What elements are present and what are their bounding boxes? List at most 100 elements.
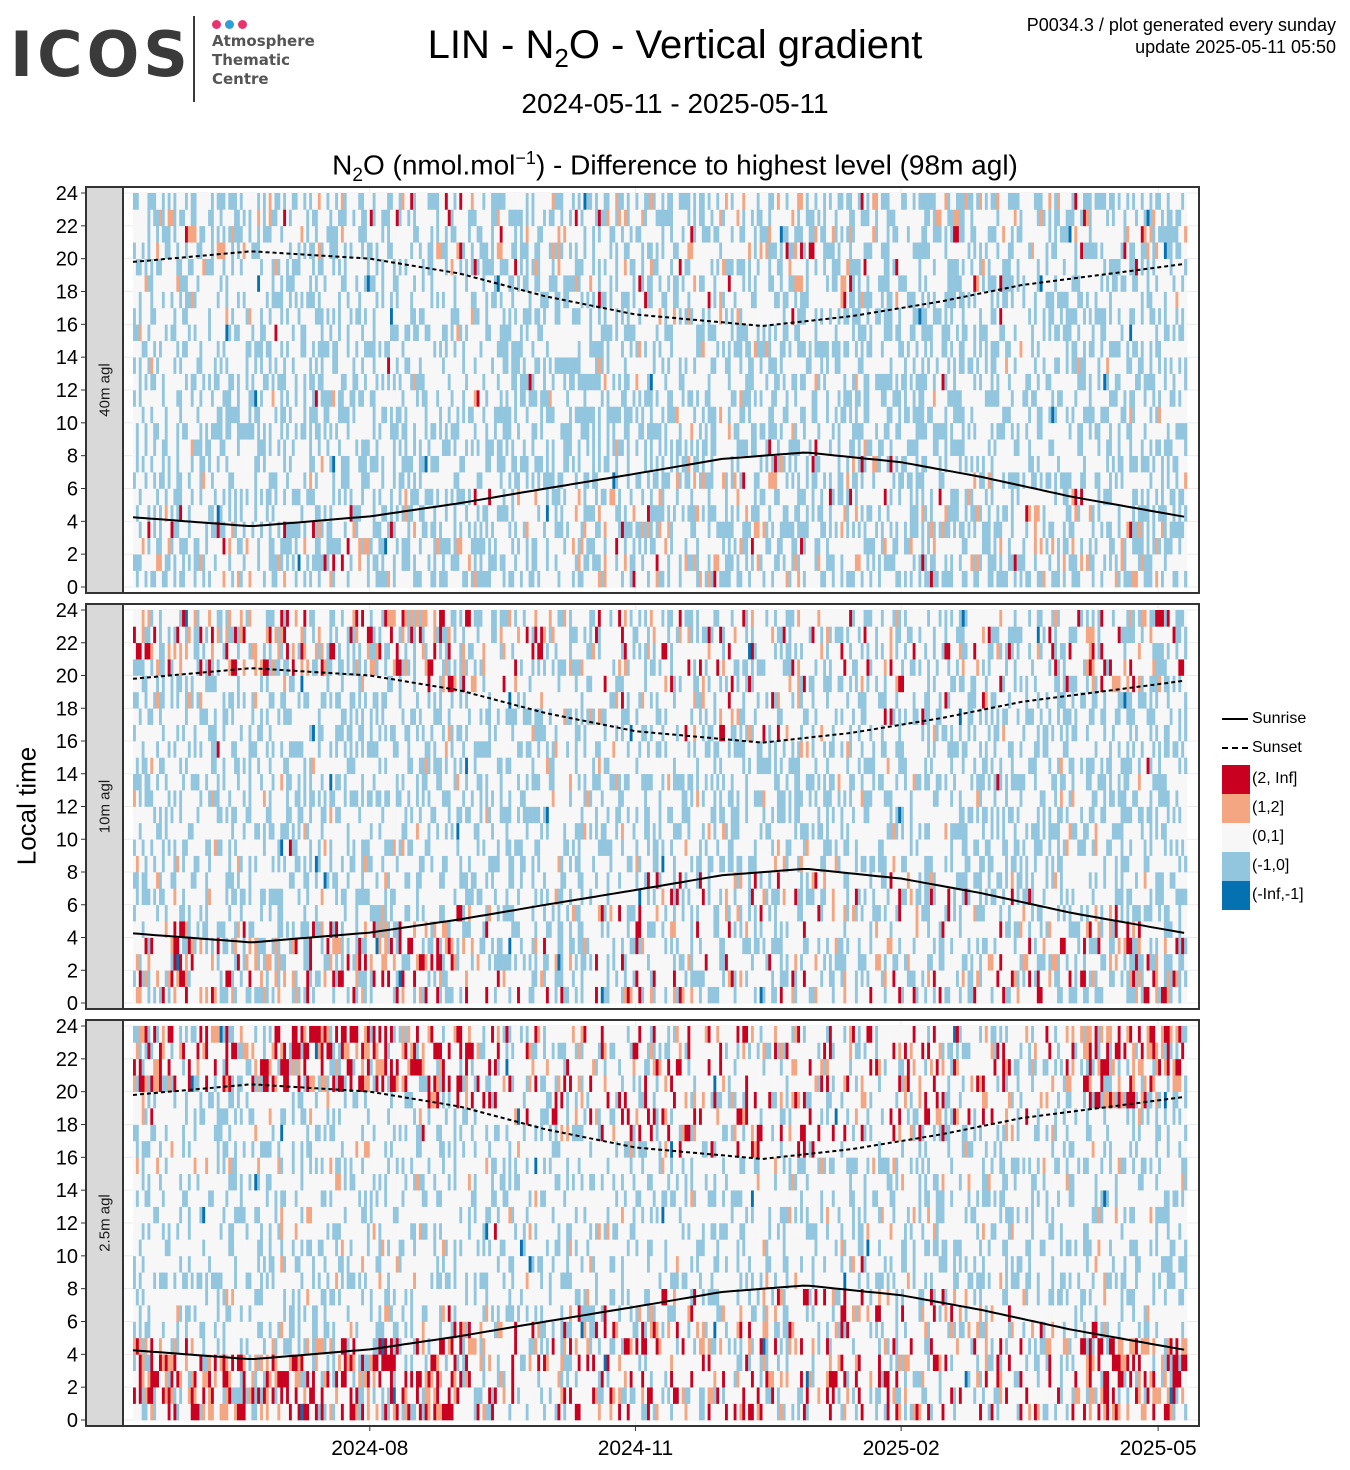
heat-cell	[358, 488, 362, 506]
heat-cell	[724, 488, 729, 506]
heat-cell	[248, 422, 252, 440]
heat-cell	[690, 324, 694, 342]
heat-cell	[701, 554, 706, 571]
heat-cell	[187, 504, 192, 522]
heat-cell	[326, 537, 330, 555]
heat-cell	[693, 488, 697, 506]
heat-cell	[433, 373, 437, 391]
heat-cell	[248, 504, 252, 522]
heat-cell	[499, 455, 503, 473]
heat-cell	[257, 258, 261, 276]
heat-cell	[710, 439, 714, 456]
heat-cell	[649, 439, 654, 456]
heat-cell	[485, 439, 489, 456]
heat-cell	[358, 209, 362, 227]
heat-cell	[340, 357, 345, 374]
heat-cell	[522, 373, 527, 391]
heat-cell	[286, 373, 290, 391]
heat-cell	[196, 209, 200, 227]
heat-cell	[430, 537, 434, 555]
heat-cell	[208, 357, 212, 374]
heat-cell	[612, 504, 616, 522]
heat-cell	[387, 193, 391, 210]
heat-cell	[387, 390, 391, 407]
heat-cell	[647, 422, 651, 440]
heat-cell	[606, 455, 610, 473]
heat-cell	[153, 422, 157, 440]
heat-cell	[499, 439, 503, 456]
heat-cell	[482, 406, 486, 424]
heat-cell	[571, 455, 576, 473]
heat-cell	[222, 275, 226, 292]
heat-cell	[286, 472, 290, 489]
heat-cell	[444, 275, 449, 292]
heat-cell	[635, 340, 639, 358]
heat-cell	[294, 472, 298, 489]
heat-cell	[398, 472, 402, 489]
heat-cell	[317, 439, 321, 456]
heat-cell	[698, 554, 703, 571]
heat-cell	[138, 439, 142, 456]
heat-cell	[531, 291, 535, 309]
heat-cell	[265, 422, 270, 440]
heat-cell	[545, 455, 550, 473]
heat-cell	[519, 439, 524, 456]
heat-cell	[312, 570, 316, 588]
heat-cell	[205, 225, 209, 243]
heat-cell	[623, 340, 628, 358]
heat-cell	[320, 291, 324, 309]
heat-cell	[684, 225, 688, 243]
heat-cell	[239, 554, 244, 571]
heat-cell	[647, 406, 651, 424]
heat-cell	[476, 275, 480, 292]
heat-cell	[522, 193, 527, 210]
heat-cell	[603, 422, 607, 440]
heat-cell	[465, 258, 469, 276]
heat-cell	[150, 472, 154, 489]
heat-cell	[283, 472, 287, 489]
heat-cell	[384, 488, 388, 506]
heat-cell	[462, 209, 466, 227]
heat-cell	[658, 275, 662, 292]
heat-cell	[335, 357, 339, 374]
heat-cell	[635, 521, 639, 539]
heat-cell	[707, 455, 711, 473]
heat-cell	[713, 225, 717, 243]
heat-cell	[133, 225, 137, 243]
heat-cell	[141, 373, 145, 391]
heat-cell	[366, 373, 371, 391]
heat-cell	[612, 488, 616, 506]
heat-cell	[560, 406, 564, 424]
heat-cell	[670, 275, 674, 292]
heat-cell	[583, 422, 587, 440]
heat-cell	[433, 258, 437, 276]
heat-cell	[413, 275, 417, 292]
heat-cell	[260, 373, 264, 391]
heat-cell	[600, 455, 604, 473]
heat-cell	[444, 406, 449, 424]
heat-cell	[450, 439, 454, 456]
heat-cell	[196, 373, 200, 391]
heat-cell	[491, 422, 495, 440]
heat-cell	[239, 406, 244, 424]
heat-cell	[401, 340, 405, 358]
heat-cell	[404, 439, 408, 456]
heat-cell	[144, 455, 148, 473]
heat-cell	[182, 275, 186, 292]
heat-cell	[716, 275, 720, 292]
heat-cell	[283, 291, 287, 309]
heat-cell	[453, 209, 457, 227]
heat-cell	[173, 373, 177, 391]
heat-cell	[447, 521, 451, 539]
heat-cell	[176, 488, 180, 506]
heat-cell	[208, 570, 212, 588]
heat-cell	[678, 488, 682, 506]
heat-cell	[384, 521, 388, 539]
heat-cell	[329, 570, 333, 588]
heat-cell	[441, 193, 446, 210]
heat-cell	[548, 340, 553, 358]
heat-cell	[655, 209, 659, 227]
heat-cell	[418, 275, 423, 292]
heat-cell	[392, 472, 397, 489]
heat-cell	[525, 504, 529, 522]
